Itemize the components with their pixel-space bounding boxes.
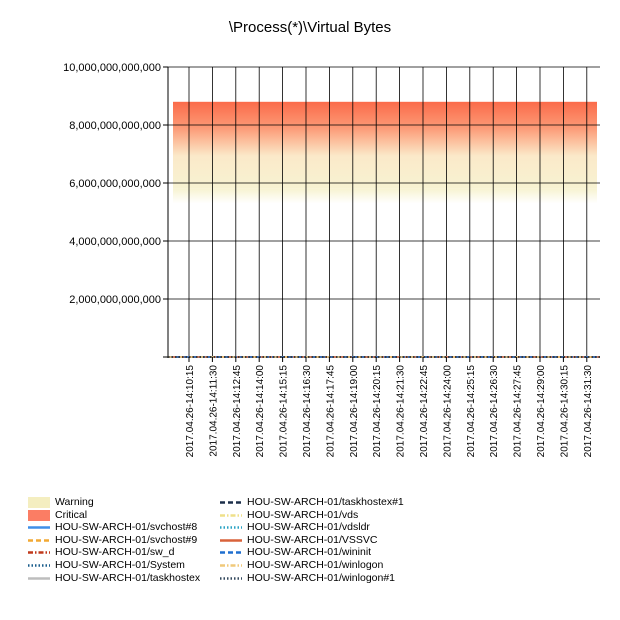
legend-swatch	[28, 509, 50, 521]
legend-label: HOU-SW-ARCH-01/taskhostex	[55, 571, 201, 584]
x-tick-label: 2017.04.26-14:10:15	[185, 365, 196, 458]
legend-label: HOU-SW-ARCH-01/vdsldr	[247, 521, 370, 534]
legend-label: Warning	[55, 496, 94, 508]
x-tick-label: 2017.04.26-14:15:15	[279, 365, 290, 458]
warning-band-fade	[173, 188, 597, 204]
legend-swatch	[28, 564, 50, 567]
x-tick-label: 2017.04.26-14:26:30	[489, 365, 500, 458]
legend-swatch	[28, 551, 50, 555]
x-tick-label: 2017.04.26-14:16:30	[302, 365, 313, 458]
legend-swatch	[220, 538, 242, 542]
legend-swatch	[220, 564, 242, 567]
x-tick-label: 2017.04.26-14:21:30	[396, 365, 407, 458]
x-tick-label: 2017.04.26-14:27:45	[513, 365, 524, 458]
legend-swatch	[28, 497, 50, 508]
x-tick-label: 2017.04.26-14:19:00	[349, 365, 360, 458]
y-tick-label: 4,000,000,000,000	[69, 236, 161, 248]
x-tick-label: 2017.04.26-14:12:45	[232, 365, 243, 458]
threshold-band	[173, 101, 597, 189]
legend-label: HOU-SW-ARCH-01/taskhostex#1	[247, 496, 404, 508]
x-tick-label: 2017.04.26-14:25:15	[466, 365, 477, 458]
legend-swatch	[220, 513, 242, 517]
x-tick-label: 2017.04.26-14:11:30	[208, 365, 219, 457]
legend-swatch	[220, 551, 242, 555]
legend-swatch	[220, 576, 242, 580]
legend-swatch	[220, 501, 242, 504]
legend-label: HOU-SW-ARCH-01/wininit	[247, 546, 372, 559]
x-tick-label: 2017.04.26-14:30:15	[559, 365, 570, 458]
chart-title: \Process(*)\Virtual Bytes	[228, 19, 392, 36]
legend-label: HOU-SW-ARCH-01/svchost#8	[55, 521, 198, 534]
x-tick-label: 2017.04.26-14:17:45	[325, 365, 336, 458]
legend-label: HOU-SW-ARCH-01/VSSVC	[247, 533, 378, 546]
legend-swatch	[28, 576, 50, 580]
y-tick-label: 2,000,000,000,000	[69, 294, 161, 306]
x-tick-label: 2017.04.26-14:14:00	[255, 365, 266, 458]
legend-label: HOU-SW-ARCH-01/svchost#9	[55, 533, 198, 546]
legend-label: HOU-SW-ARCH-01/System	[55, 559, 185, 571]
chart-legend: Warning Critical HOU-SW-ARCH-01/svchost#8 H…	[28, 496, 608, 606]
x-tick-label: 2017.04.26-14:31:30	[583, 365, 594, 458]
legend-swatch	[28, 526, 50, 529]
y-tick-label: 6,000,000,000,000	[69, 178, 161, 190]
legend-swatch	[220, 526, 242, 529]
x-tick-label: 2017.04.26-14:22:45	[419, 365, 430, 458]
chart-plot: 2,000,000,000,000 4,000,000,000,000 6,000,…	[63, 62, 600, 458]
legend-swatch	[28, 538, 50, 542]
x-tick-label: 2017.04.26-14:29:00	[536, 365, 547, 458]
x-tick-label: 2017.04.26-14:24:00	[442, 365, 453, 458]
x-tick-label: 2017.04.26-14:20:15	[372, 365, 383, 458]
y-tick-label: 10,000,000,000,000	[63, 62, 161, 74]
legend-label: HOU-SW-ARCH-01/winlogon	[247, 559, 384, 571]
legend-label: Critical	[55, 508, 88, 521]
legend-label: HOU-SW-ARCH-01/sw_d	[55, 546, 175, 559]
y-tick-label: 8,000,000,000,000	[69, 120, 161, 132]
legend-label: HOU-SW-ARCH-01/winlogon#1	[247, 571, 396, 584]
legend-label: HOU-SW-ARCH-01/vds	[247, 508, 359, 521]
